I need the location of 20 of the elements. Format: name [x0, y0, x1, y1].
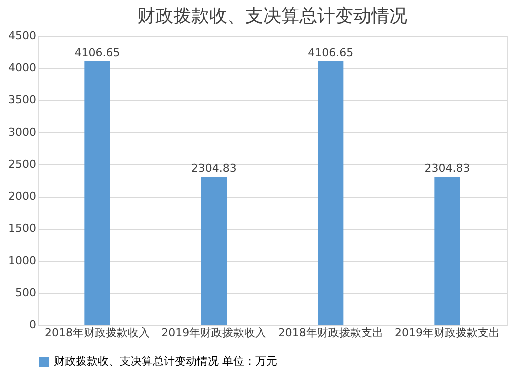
- y-tick-label: 1000: [8, 254, 36, 268]
- y-tick-label: 1500: [8, 222, 36, 236]
- y-tick-label: 4000: [8, 62, 36, 75]
- data-label: 2304.83: [191, 162, 237, 175]
- x-tick-label: 2019年财政拨款支出: [395, 326, 500, 340]
- y-tick-label: 2500: [8, 158, 36, 171]
- x-tick-label: 2018年财政拨款支出: [278, 326, 384, 340]
- x-tick-label: 2019年财政拨款收入: [162, 326, 267, 340]
- data-label: 4106.65: [74, 46, 120, 60]
- chart-title: 财政拨款收、支决算总计变动情况: [138, 6, 408, 27]
- y-tick-label: 4500: [8, 30, 36, 42]
- data-label: 2304.83: [424, 162, 470, 175]
- y-tick-label: 500: [16, 286, 36, 300]
- y-tick-label: 3500: [8, 94, 36, 107]
- y-tick-label: 2000: [8, 190, 36, 204]
- data-label: 4106.65: [308, 46, 354, 60]
- x-tick-label: 2018年财政拨款收入: [45, 326, 150, 340]
- legend-label: 财政拨款收、支决算总计变动情况 单位：万元: [54, 355, 278, 368]
- y-tick-label: 3000: [8, 126, 36, 139]
- y-tick-label: 0: [30, 318, 36, 332]
